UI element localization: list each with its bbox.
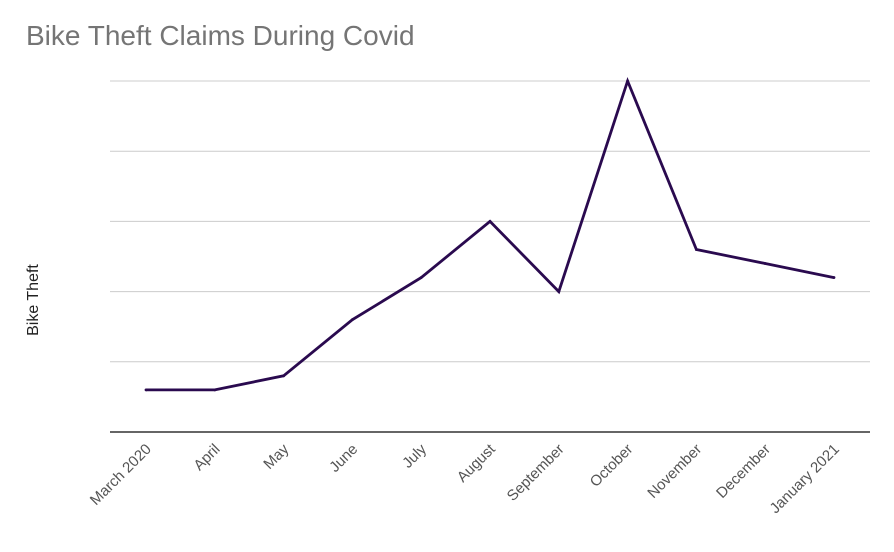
x-tick-label: September <box>504 441 568 505</box>
data-point <box>832 276 836 279</box>
x-tick-labels: March 2020 April May June July August Septembe… <box>87 440 843 517</box>
data-point <box>763 262 767 265</box>
series-layer <box>144 76 836 392</box>
x-tick-label: May <box>260 440 292 472</box>
x-tick-label: April <box>190 441 223 474</box>
data-point <box>282 374 285 378</box>
data-point <box>557 290 561 293</box>
x-tick-label: October <box>587 441 637 491</box>
data-point <box>213 388 217 392</box>
x-tick-label: November <box>644 441 705 502</box>
data-point <box>144 388 148 392</box>
chart-title: Bike Theft Claims During Covid <box>26 20 415 51</box>
x-tick-label: January 2021 <box>767 441 843 517</box>
data-point <box>351 318 354 322</box>
x-tick-label: December <box>713 441 774 502</box>
x-tick-label: August <box>454 440 500 486</box>
data-point <box>488 220 492 223</box>
data-point <box>419 276 423 279</box>
x-tick-label: July <box>399 440 430 471</box>
data-point <box>695 248 698 251</box>
series-line <box>146 76 835 392</box>
data-point <box>626 79 629 83</box>
x-tick-label: March 2020 <box>87 441 155 509</box>
x-tick-label: June <box>326 441 361 476</box>
